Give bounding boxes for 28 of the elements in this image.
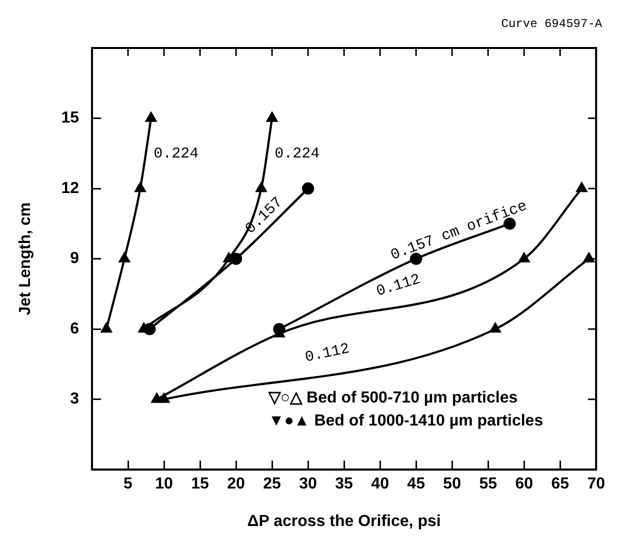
x-tick-label: 40 bbox=[371, 476, 390, 493]
series-label: 0.224 bbox=[154, 145, 199, 162]
y-tick-label: 15 bbox=[61, 110, 80, 127]
x-tick-label: 45 bbox=[407, 476, 426, 493]
x-tick-label: 65 bbox=[551, 476, 570, 493]
text: 0.112 bbox=[374, 271, 422, 300]
y-tick-label: 3 bbox=[70, 390, 80, 408]
x-tick-label: 15 bbox=[191, 476, 210, 493]
annotation: ▼●▲ Bed of 1000-1410 µm particles bbox=[268, 412, 544, 430]
x-tick-label: 35 bbox=[335, 476, 354, 493]
y-axis-title: Jet Length, cm bbox=[17, 202, 34, 316]
y-tick-label: 12 bbox=[61, 180, 80, 197]
x-axis-title: ΔP across the Orifice, psi bbox=[247, 512, 441, 530]
x-tick-label: 50 bbox=[443, 476, 462, 493]
annotation: ▽○△ Bed of 500-710 µm particles bbox=[267, 389, 518, 406]
x-tick-label: 25 bbox=[263, 476, 282, 493]
text: 0.112 bbox=[304, 340, 352, 366]
x-tick-label: 60 bbox=[515, 476, 534, 493]
y-tick-label: 9 bbox=[70, 250, 80, 268]
series-label: 0.224 bbox=[274, 145, 320, 162]
x-tick-label: 20 bbox=[227, 476, 246, 493]
x-tick-label: 30 bbox=[299, 476, 318, 493]
y-tick-label: 6 bbox=[70, 320, 80, 338]
x-tick-label: 10 bbox=[155, 476, 174, 493]
x-tick-label: 55 bbox=[479, 476, 498, 493]
x-tick-label: 5 bbox=[124, 476, 133, 493]
x-tick-label: 70 bbox=[587, 476, 606, 493]
text: Curve 694597-A bbox=[501, 17, 603, 32]
